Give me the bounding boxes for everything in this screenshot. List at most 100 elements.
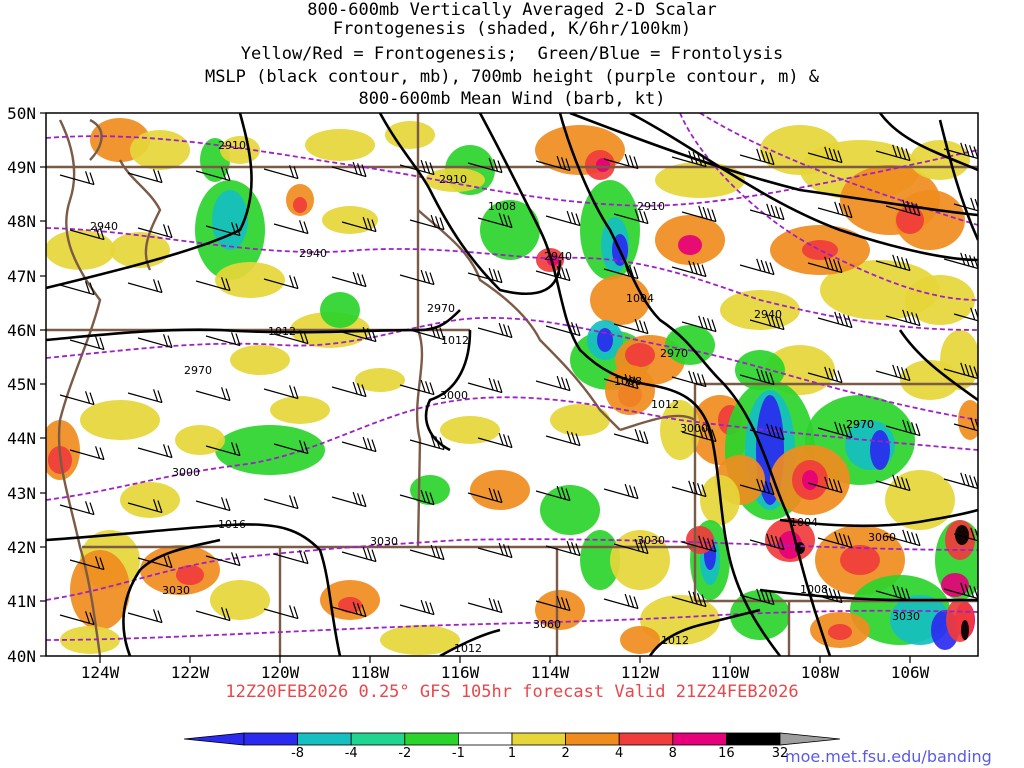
wind-barb [807,586,843,604]
wind-barb [69,446,105,461]
wind-barb [195,607,231,622]
frontogenesis-cell [293,197,307,213]
contour-label: 2940 [754,308,782,321]
frontogenesis-cell [596,158,610,172]
height-contour [46,396,978,501]
wind-barb [807,476,843,494]
colorbar-swatch [511,732,566,746]
colorbar-swatch [404,732,459,746]
colorbar-tick-label: 4 [615,746,624,761]
wind-barb [739,368,775,386]
contour-label: 2970 [427,302,455,315]
colorbar-tick-label: -4 [344,746,358,761]
wind-barb [875,474,911,492]
wind-barb [545,210,581,227]
wind-barb [341,436,377,453]
wind-barb [749,423,785,441]
wind-barb [137,444,173,459]
wind-barb [409,544,445,561]
wind-barb [817,531,853,549]
colorbar-tick-label: 16 [718,746,735,761]
frontogenesis-cell [322,206,378,234]
frontogenesis-cell [955,525,969,545]
frontogenesis-cell [870,430,890,470]
wind-barb [263,495,299,510]
wind-barb [545,320,581,337]
height-contours [46,113,978,641]
colorbar-high-arrow [779,732,841,746]
wind-barb [331,271,367,288]
colorbar-swatch [565,732,620,746]
wind-barb [399,599,435,616]
frontogenesis-cell [765,345,835,395]
lon-tick-label: 122W [171,663,210,682]
wind-barb [399,489,435,506]
contour-label: 3030 [637,534,665,547]
frontogenesis-cell [620,626,660,654]
credit-url[interactable]: moe.met.fsu.edu/banding [785,747,992,766]
wind-barb [467,267,503,284]
wind-barb [69,336,105,351]
wind-barb [681,535,717,553]
contour-label: 1012 [651,398,679,411]
wind-barb [681,315,717,333]
wind-barb [409,214,445,231]
wind-barb [535,265,571,282]
wind-barbs [59,142,978,626]
mslp-contour [424,329,472,452]
wind-barb [875,144,911,162]
contour-label: 1012 [268,325,296,338]
lat-tick-label: 46N [7,321,36,340]
frontogenesis-cell [470,470,530,510]
frontogenesis-cell [46,230,115,270]
height-contour [46,609,978,641]
wind-barb [195,497,231,512]
colorbar-swatch [672,732,727,746]
frontogenesis-cell [905,275,975,325]
contour-label: 2910 [637,200,665,213]
mslp-contour [122,538,221,656]
wind-barb [205,442,241,457]
wind-barb [603,483,639,500]
height-contour [699,113,978,226]
contour-label: 3000 [440,389,468,402]
wind-barb [331,161,367,178]
mslp-contour [378,113,562,295]
wind-barb [671,590,707,608]
mslp-contour [478,113,782,656]
contour-label: 3030 [162,584,190,597]
mslp-contour [569,113,978,217]
height-contour [46,227,978,331]
wind-barb [467,157,503,174]
colorbar-swatch [297,732,352,746]
frontogenesis-cell [941,573,969,597]
wind-barb [953,527,978,542]
wind-barb [127,609,163,624]
wind-barb [127,499,163,514]
mslp-contour [46,113,253,290]
frontogenesis-cell [480,200,540,260]
frontogenesis-cell [940,330,978,390]
lon-tick-label: 106W [891,663,930,682]
wind-barb [59,391,95,406]
wind-barb [875,584,911,602]
border-line [118,159,162,271]
lon-tick-label: 120W [261,663,300,682]
title-line-5: 800-600mb Mean Wind (barb, kt) [358,89,666,109]
contour-label: 3030 [370,535,398,548]
wind-barb [127,389,163,404]
colorbar-tick-label: 32 [771,746,789,761]
wind-barb [409,434,445,451]
wind-barb [195,167,231,182]
lat-tick-label: 48N [7,212,36,231]
state-borders [46,113,978,656]
contour-label: 2940 [299,247,327,260]
contour-label: 2940 [90,220,118,233]
map-axes: 50N 49N 48N 47N 46N 45N 44N 43N 42N 41N 40N 124W 122… [7,104,930,682]
wind-barb [477,432,513,449]
wind-barb [535,155,571,172]
height-contour [46,317,978,421]
frontogenesis-cell [410,475,450,505]
frontogenesis-cell [550,404,610,436]
mslp-contour [46,523,342,656]
